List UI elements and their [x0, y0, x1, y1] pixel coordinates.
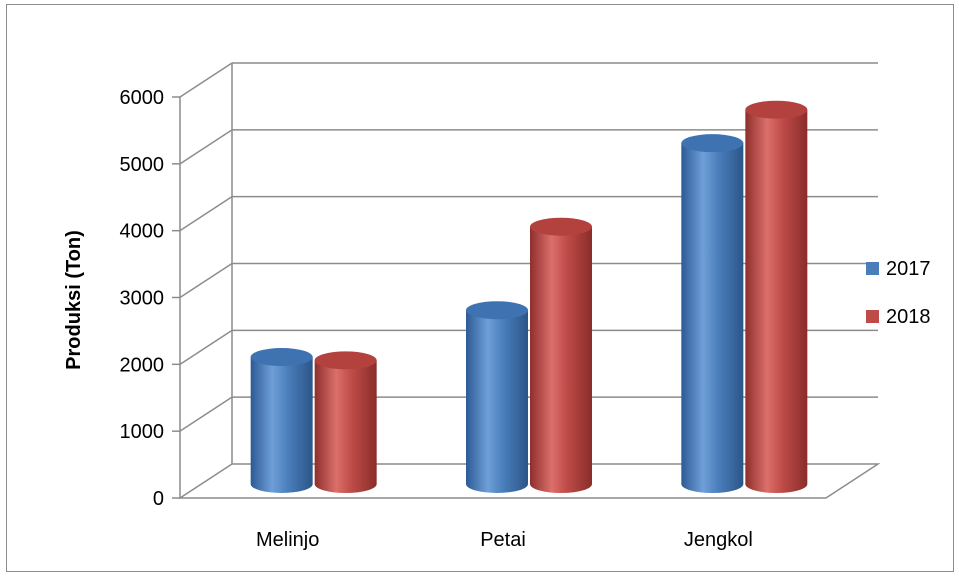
- y-tick-label: 2000: [120, 354, 165, 376]
- legend: 2017 2018: [866, 258, 931, 328]
- bar-top: [466, 301, 528, 320]
- x-tick-label: Petai: [480, 529, 526, 551]
- gridline-diagonal: [179, 196, 233, 232]
- legend-swatch: [866, 262, 879, 275]
- bar-body: [250, 357, 313, 493]
- bar-body: [466, 310, 528, 493]
- bar: [466, 301, 528, 493]
- bar-top: [681, 134, 744, 153]
- y-tick-label: 1000: [120, 421, 165, 443]
- x-tick-label: Jengkol: [684, 529, 753, 551]
- gridline-diagonal: [179, 329, 233, 365]
- bar: [250, 348, 313, 493]
- y-axis-title: Produksi (Ton): [63, 230, 85, 370]
- bar-body: [314, 360, 377, 493]
- gridline-diagonal: [179, 262, 233, 299]
- gridline-diagonal: [179, 62, 233, 98]
- bar-body: [681, 143, 744, 493]
- y-tick-label: 6000: [120, 87, 165, 109]
- bar-top: [745, 100, 808, 119]
- y-tick-label: 4000: [120, 221, 165, 243]
- legend-label: 2018: [886, 306, 931, 328]
- legend-label: 2017: [886, 258, 931, 280]
- x-tick-label: Melinjo: [256, 529, 319, 551]
- bars: [250, 100, 808, 494]
- bar-top: [314, 351, 377, 370]
- y-axis: 0 1000 2000 3000 4000 5000 6000: [120, 87, 181, 510]
- bar-top: [530, 217, 592, 236]
- gridline-diagonal: [179, 129, 233, 165]
- x-axis-labels: Melinjo Petai Jengkol: [256, 529, 753, 551]
- y-tick-label: 3000: [120, 288, 165, 310]
- y-tick-label: 5000: [120, 154, 165, 176]
- y-tick-label: 0: [153, 488, 164, 510]
- bar: [745, 100, 808, 493]
- bar-body: [530, 226, 592, 494]
- bar-body: [745, 109, 808, 493]
- legend-swatch: [866, 310, 879, 323]
- bar: [530, 217, 592, 494]
- bar-top: [250, 348, 313, 367]
- bar: [314, 351, 377, 493]
- gridline-diagonal: [179, 396, 233, 432]
- bar: [681, 134, 744, 493]
